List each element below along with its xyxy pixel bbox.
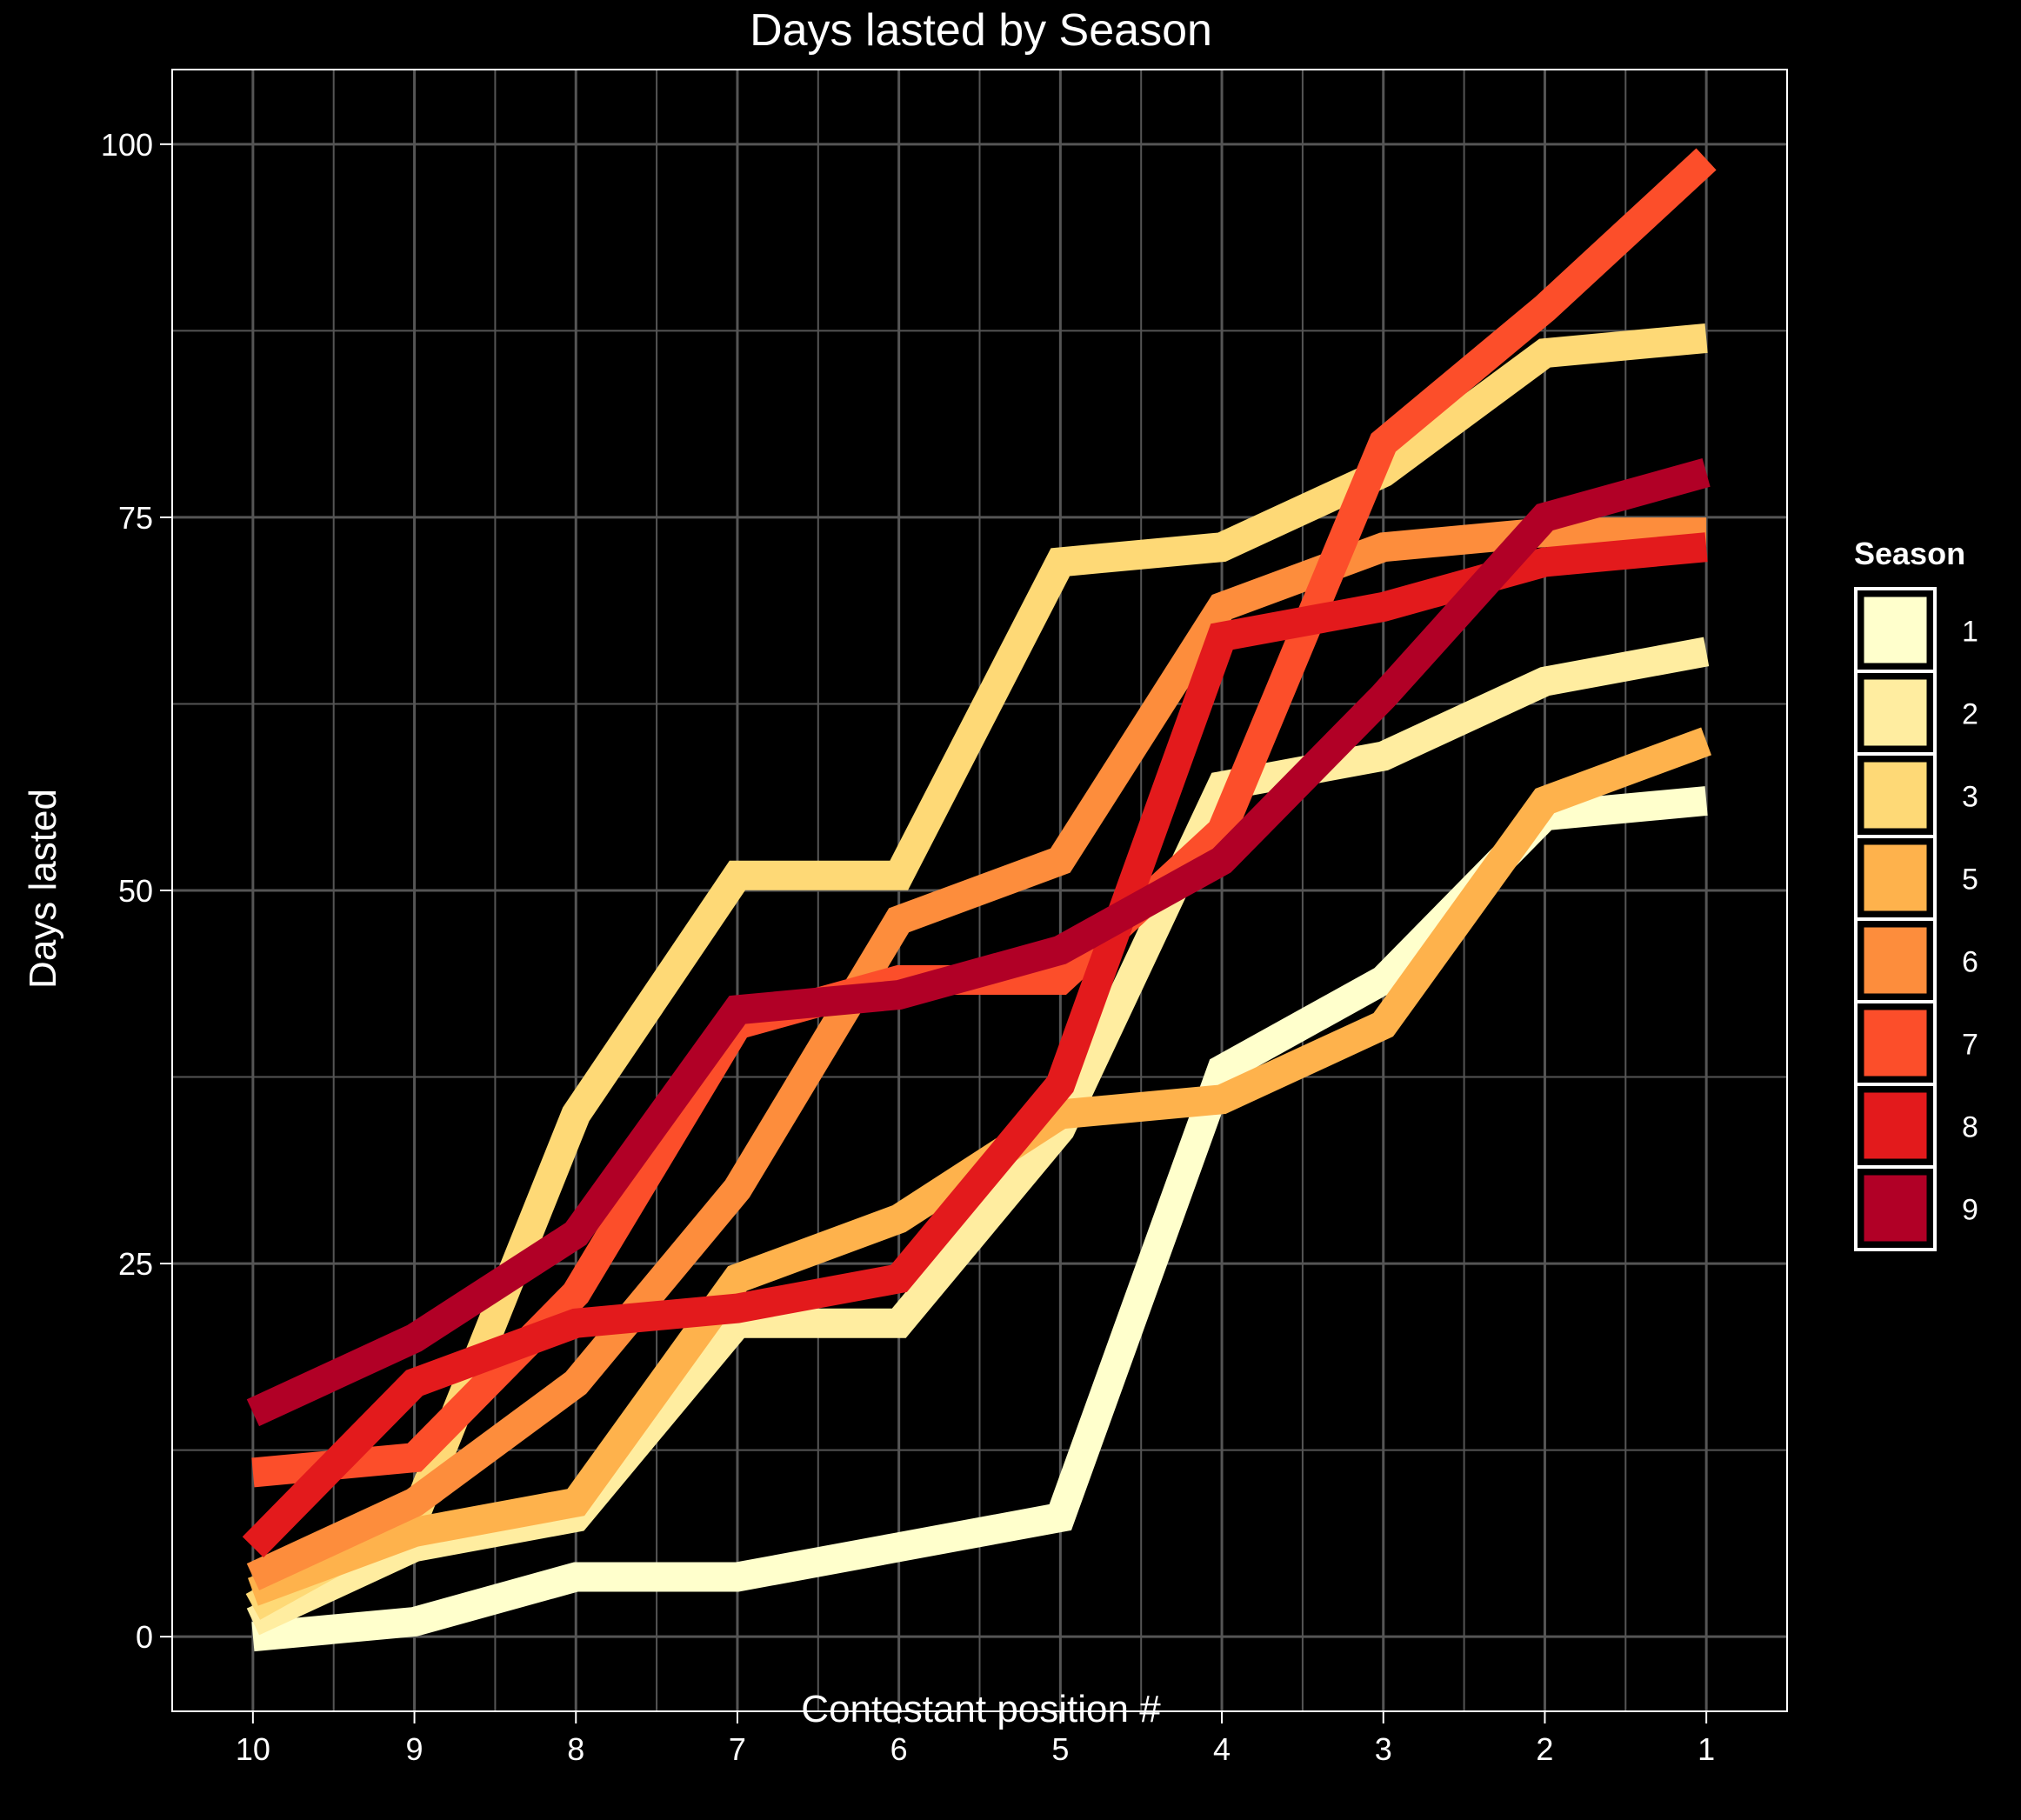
- y-tick-label: 25: [118, 1246, 153, 1282]
- legend-label: 8: [1962, 1111, 1978, 1144]
- legend-swatch-7: [1861, 1007, 1930, 1079]
- series-line-8: [242, 532, 1708, 1558]
- series-line-9: [246, 458, 1711, 1427]
- legend-swatch-9: [1861, 1172, 1930, 1244]
- series-lines: [242, 148, 1717, 1652]
- x-tick-label: 10: [236, 1731, 270, 1767]
- legend: Season 1 2 3 5 6 7 8 9: [1854, 536, 1978, 1251]
- legend-label: 2: [1962, 698, 1978, 731]
- y-tick-label: 75: [118, 500, 153, 536]
- x-tick-label: 1: [1698, 1731, 1715, 1767]
- chart-title: Days lasted by Season: [750, 5, 1212, 56]
- legend-label: 7: [1962, 1029, 1978, 1062]
- legend-swatch-3: [1861, 759, 1930, 831]
- x-axis: 10 9 8 7 6 5 4 3 2 1: [236, 1711, 1715, 1767]
- series-line-6: [246, 517, 1707, 1590]
- series-line-3: [245, 323, 1708, 1620]
- legend-swatch-2: [1861, 677, 1930, 749]
- x-tick-label: 8: [567, 1731, 584, 1767]
- x-tick-label: 5: [1051, 1731, 1069, 1767]
- legend-title: Season: [1854, 536, 1965, 571]
- y-axis-label: Days lasted: [22, 789, 64, 989]
- legend-swatch-5: [1861, 842, 1930, 914]
- legend-label: 5: [1962, 863, 1978, 897]
- x-tick-label: 6: [890, 1731, 908, 1767]
- legend-items: 1 2 3 5 6 7 8 9: [1854, 587, 1978, 1251]
- legend-label: 9: [1962, 1194, 1978, 1227]
- legend-swatch-8: [1861, 1090, 1930, 1162]
- x-axis-label: Contestant position #: [801, 1688, 1161, 1730]
- legend-swatch-1: [1861, 594, 1930, 666]
- y-axis: 0 25 50 75 100: [101, 127, 172, 1655]
- y-tick-label: 0: [136, 1619, 153, 1655]
- legend-label: 3: [1962, 781, 1978, 814]
- y-tick-label: 50: [118, 873, 153, 909]
- grid-major: [172, 70, 1787, 1711]
- legend-label: 6: [1962, 946, 1978, 979]
- x-tick-label: 2: [1536, 1731, 1553, 1767]
- x-tick-label: 7: [729, 1731, 746, 1767]
- x-tick-label: 9: [406, 1731, 424, 1767]
- x-tick-label: 3: [1375, 1731, 1392, 1767]
- legend-swatch-6: [1861, 924, 1930, 997]
- x-tick-label: 4: [1213, 1731, 1231, 1767]
- legend-label: 1: [1962, 616, 1978, 649]
- y-tick-label: 100: [101, 127, 153, 163]
